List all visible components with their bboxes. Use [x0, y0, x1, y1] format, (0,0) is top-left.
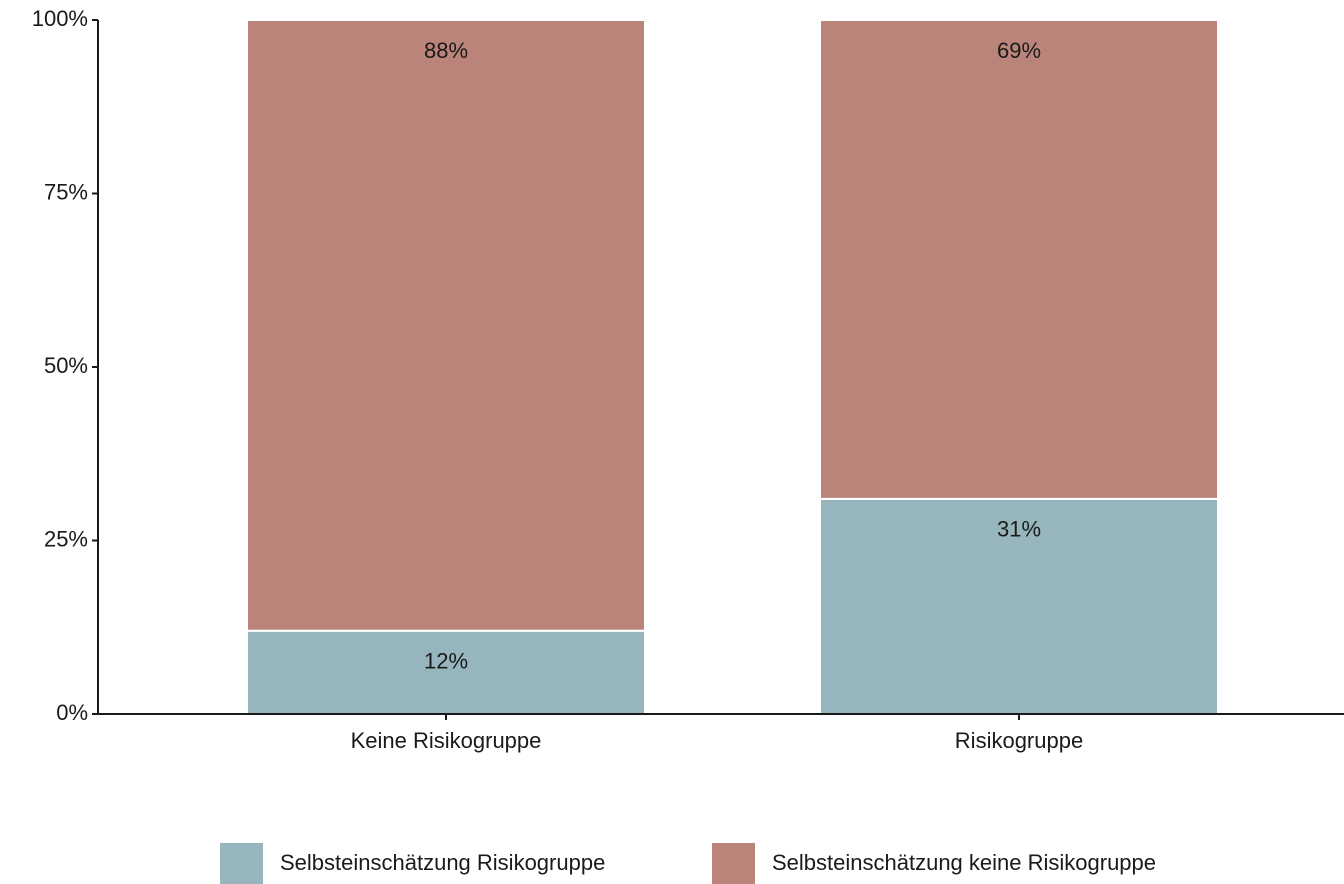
legend-label: Selbsteinschätzung keine Risikogruppe — [772, 850, 1156, 875]
bar-segment — [819, 497, 1219, 715]
data-label: 69% — [997, 38, 1041, 63]
y-tick-label: 75% — [44, 179, 88, 204]
bar-segment — [246, 19, 646, 632]
data-label: 31% — [997, 517, 1041, 542]
x-tick-label: Risikogruppe — [955, 728, 1083, 753]
data-label: 12% — [424, 649, 468, 674]
y-tick-label: 100% — [32, 6, 88, 31]
bar-segment — [246, 629, 646, 715]
legend-swatch — [712, 843, 755, 884]
data-label: 88% — [424, 38, 468, 63]
bar-segment — [819, 19, 1219, 500]
y-tick-label: 25% — [44, 526, 88, 551]
legend-swatch — [220, 843, 263, 884]
y-tick-label: 0% — [56, 700, 88, 725]
legend-label: Selbsteinschätzung Risikogruppe — [280, 850, 605, 875]
y-tick-label: 50% — [44, 353, 88, 378]
x-tick-label: Keine Risikogruppe — [351, 728, 542, 753]
